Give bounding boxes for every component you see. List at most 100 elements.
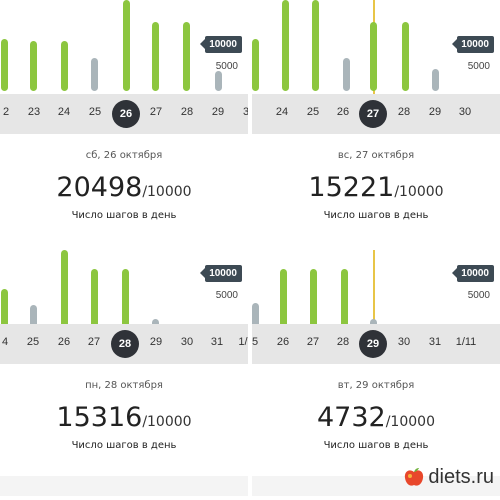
date-item[interactable]: 24 xyxy=(275,106,289,118)
chart-bar xyxy=(252,39,259,91)
step-value: 15221 xyxy=(308,172,395,203)
chart-bar xyxy=(1,289,8,341)
chart-bar xyxy=(215,71,222,91)
date-item[interactable]: 5 xyxy=(252,336,259,348)
day-summary: вт, 29 октября 4732/10000 Число шагов в … xyxy=(252,364,500,476)
goal-badge: 10000 xyxy=(452,265,494,282)
chart-bar xyxy=(343,58,350,91)
steps-label: Число шагов в день xyxy=(71,440,177,451)
goal-badge: 10000 xyxy=(452,36,494,53)
day-panel-4: 10000 5000 5 26 27 28 29 30 31 1/11 вт, … xyxy=(252,250,500,496)
goal-badge: 10000 xyxy=(200,265,242,282)
chart-bar xyxy=(30,41,37,91)
date-item[interactable]: 29 xyxy=(211,106,225,118)
date-item[interactable]: 26 xyxy=(276,336,290,348)
step-chart: 10000 5000 xyxy=(0,0,248,94)
date-item[interactable]: 2 xyxy=(2,106,10,118)
chart-bar xyxy=(370,22,377,91)
step-count: 4732/10000 xyxy=(252,402,500,433)
date-item[interactable]: 26 xyxy=(57,336,71,348)
chart-bar xyxy=(91,58,98,91)
chart-bar xyxy=(152,22,159,91)
selection-marker xyxy=(373,250,375,344)
day-date: вт, 29 октября xyxy=(337,380,415,391)
chart-bar xyxy=(91,269,98,341)
y-tick-label: 5000 xyxy=(215,61,238,72)
site-logo: diets.ru xyxy=(403,464,494,490)
steps-label: Число шагов в день xyxy=(71,210,177,221)
date-item[interactable]: 1/11 xyxy=(455,336,477,348)
date-item-selected[interactable]: 28 xyxy=(111,330,139,358)
chart-bar xyxy=(282,0,289,91)
day-panel-3: 10000 5000 4 25 26 27 28 29 30 31 1/ пн,… xyxy=(0,250,248,496)
date-item[interactable]: 26 xyxy=(336,106,350,118)
step-value: 15316 xyxy=(56,402,143,433)
date-item-selected[interactable]: 29 xyxy=(359,330,387,358)
date-item[interactable]: 28 xyxy=(336,336,350,348)
chart-bar xyxy=(252,303,259,341)
date-item[interactable]: 30 xyxy=(397,336,411,348)
date-item[interactable]: 27 xyxy=(306,336,320,348)
steps-label: Число шагов в день xyxy=(323,210,429,221)
chart-bar xyxy=(341,269,348,341)
date-item[interactable]: 30 xyxy=(180,336,194,348)
step-chart: 10000 5000 xyxy=(252,0,500,94)
date-scroller[interactable]: 2 23 24 25 26 27 28 29 3 xyxy=(0,94,248,134)
day-summary: вс, 27 октября 15221/10000 Число шагов в… xyxy=(252,134,500,246)
date-item[interactable]: 4 xyxy=(1,336,9,348)
date-item[interactable]: 31 xyxy=(428,336,442,348)
day-summary: сб, 26 октября 20498/10000 Число шагов в… xyxy=(0,134,248,246)
chart-bar xyxy=(402,22,409,91)
chart-bar xyxy=(61,41,68,91)
day-date: вс, 27 октября xyxy=(337,150,415,161)
date-item[interactable]: 29 xyxy=(149,336,163,348)
date-item[interactable]: 28 xyxy=(180,106,194,118)
chart-bar xyxy=(1,39,8,91)
date-item[interactable]: 27 xyxy=(87,336,101,348)
date-item[interactable]: 28 xyxy=(397,106,411,118)
chart-bar xyxy=(310,269,317,341)
step-goal: /10000 xyxy=(385,414,435,430)
day-date: пн, 28 октября xyxy=(85,380,163,391)
y-tick-label: 5000 xyxy=(215,290,238,301)
steps-label: Число шагов в день xyxy=(323,440,429,451)
day-panel-2: 10000 5000 24 25 26 27 28 29 30 вс, 27 о… xyxy=(252,0,500,246)
chart-bar xyxy=(61,250,68,341)
date-scroller[interactable]: 24 25 26 27 28 29 30 xyxy=(252,94,500,134)
step-count: 20498/10000 xyxy=(0,172,248,203)
step-goal: /10000 xyxy=(394,184,444,200)
date-item-selected[interactable]: 27 xyxy=(359,100,387,128)
y-tick-label: 5000 xyxy=(467,61,490,72)
date-scroller[interactable]: 5 26 27 28 29 30 31 1/11 xyxy=(252,324,500,364)
date-item[interactable]: 3 xyxy=(242,106,248,118)
step-value: 20498 xyxy=(56,172,143,203)
apple-icon xyxy=(405,468,424,486)
y-tick-label: 5000 xyxy=(467,290,490,301)
chart-bar xyxy=(122,269,129,341)
date-item[interactable]: 24 xyxy=(57,106,71,118)
step-count: 15316/10000 xyxy=(0,402,248,433)
day-panel-1: 10000 5000 2 23 24 25 26 27 28 29 3 сб, … xyxy=(0,0,248,246)
date-item[interactable]: 29 xyxy=(428,106,442,118)
date-item[interactable]: 25 xyxy=(306,106,320,118)
date-item[interactable]: 1/ xyxy=(238,336,248,348)
chart-bar xyxy=(123,0,130,91)
date-item[interactable]: 31 xyxy=(210,336,224,348)
date-scroller[interactable]: 4 25 26 27 28 29 30 31 1/ xyxy=(0,324,248,364)
step-goal: /10000 xyxy=(142,184,192,200)
chart-bar xyxy=(432,69,439,91)
date-item[interactable]: 25 xyxy=(88,106,102,118)
date-item[interactable]: 23 xyxy=(27,106,41,118)
chart-bar xyxy=(280,269,287,341)
date-item[interactable]: 27 xyxy=(149,106,163,118)
date-item[interactable]: 30 xyxy=(458,106,472,118)
chart-bar xyxy=(312,0,319,91)
date-item[interactable]: 25 xyxy=(26,336,40,348)
step-goal: /10000 xyxy=(142,414,192,430)
day-date: сб, 26 октября xyxy=(85,150,163,161)
goal-badge: 10000 xyxy=(200,36,242,53)
step-value: 4732 xyxy=(317,402,386,433)
chart-bar xyxy=(183,22,190,91)
date-item-selected[interactable]: 26 xyxy=(112,100,140,128)
